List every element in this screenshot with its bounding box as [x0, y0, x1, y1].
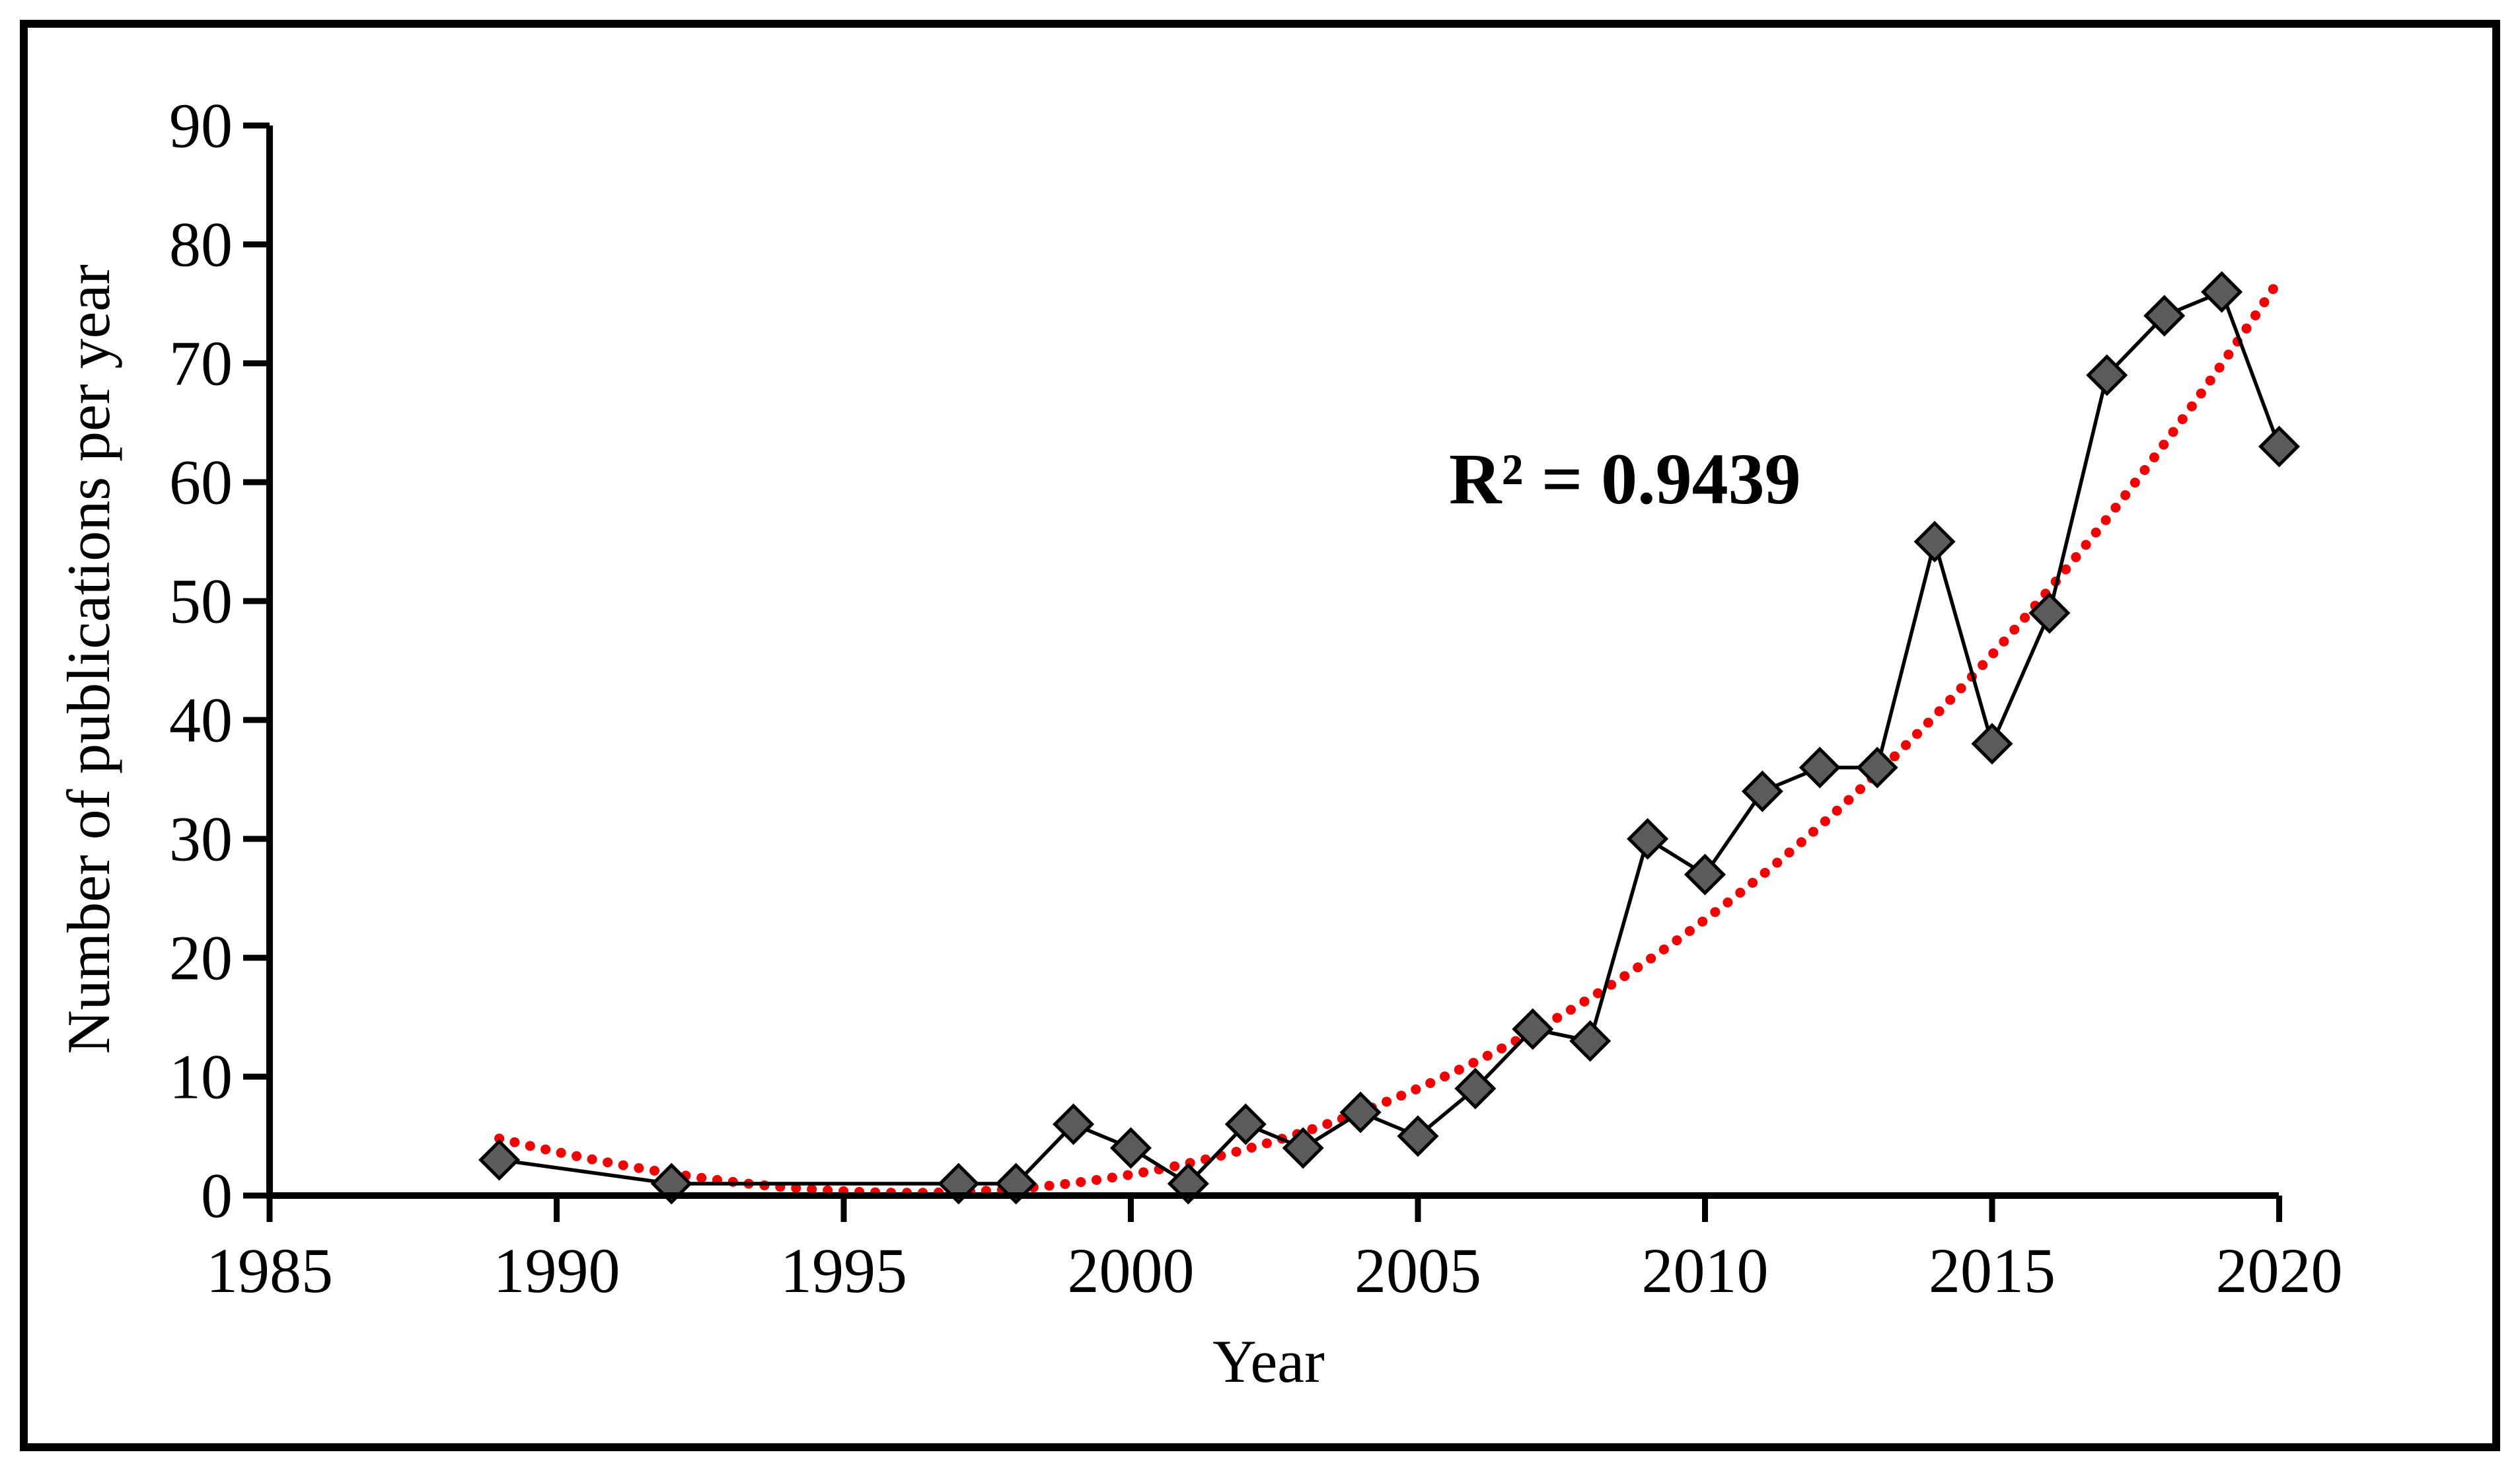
data-point-marker	[1224, 1103, 1267, 1145]
data-point-marker	[1454, 1067, 1497, 1110]
y-axis-tick-labels: 0 10 20 30 40 50 60 70 80 90	[169, 90, 233, 1231]
x-axis-title: Year	[1212, 1328, 1325, 1395]
data-point-marker	[1282, 1127, 1324, 1169]
x-tick-label: 2005	[1354, 1235, 1481, 1306]
x-tick-label: 1985	[206, 1235, 333, 1306]
data-point-marker	[1053, 1103, 1095, 1145]
data-point-marker	[478, 1139, 521, 1181]
x-tick-label: 2015	[1929, 1235, 2056, 1306]
data-point-marker	[2028, 592, 2071, 634]
y-tick-label: 40	[169, 685, 233, 756]
x-axis-ticks	[266, 1196, 2282, 1222]
y-tick-label: 80	[169, 209, 233, 280]
x-tick-label: 1995	[780, 1235, 907, 1306]
data-point-marker	[2086, 354, 2128, 396]
data-point-marker	[1512, 1008, 1554, 1050]
y-tick-label: 10	[169, 1042, 233, 1112]
figure-border	[20, 20, 2500, 1451]
x-tick-label: 2010	[1642, 1235, 1769, 1306]
data-point-marker	[1627, 818, 1669, 860]
data-point-marker	[1913, 520, 1956, 563]
data-point-marker	[1856, 746, 1898, 789]
y-axis-title: Number of publications per year	[55, 264, 122, 1054]
y-tick-label: 90	[169, 90, 233, 161]
y-tick-label: 30	[169, 804, 233, 875]
data-point-marker	[1971, 723, 2013, 765]
x-axis-tick-labels: 1985 1990 1995 2000 2005 2010 2015 2020	[206, 1235, 2343, 1306]
data-point-marker	[1397, 1115, 1439, 1157]
r-squared-annotation: R² = 0.9439	[1449, 439, 1801, 519]
data-point-markers	[478, 271, 2301, 1205]
axes	[266, 126, 2279, 1199]
x-tick-label: 2000	[1068, 1235, 1195, 1306]
y-tick-label: 20	[169, 923, 233, 993]
data-point-marker	[1109, 1127, 1152, 1169]
trend-curve	[494, 275, 2284, 1198]
data-point-marker	[1684, 853, 1726, 896]
y-tick-label: 70	[169, 328, 233, 399]
x-tick-label: 2020	[2216, 1235, 2343, 1306]
y-axis-ticks	[243, 122, 270, 1199]
data-point-marker	[2201, 271, 2243, 313]
y-tick-label: 50	[169, 566, 233, 637]
x-tick-label: 1990	[494, 1235, 620, 1306]
data-point-marker	[1741, 770, 1783, 812]
y-tick-label: 0	[201, 1161, 233, 1231]
data-point-marker	[1569, 1020, 1612, 1062]
y-tick-label: 60	[169, 447, 233, 518]
data-point-marker	[2258, 425, 2301, 468]
data-point-marker	[1798, 746, 1841, 789]
data-point-marker	[1339, 1091, 1382, 1133]
data-point-marker	[2143, 295, 2186, 337]
trend-line-dotted	[494, 275, 2284, 1198]
